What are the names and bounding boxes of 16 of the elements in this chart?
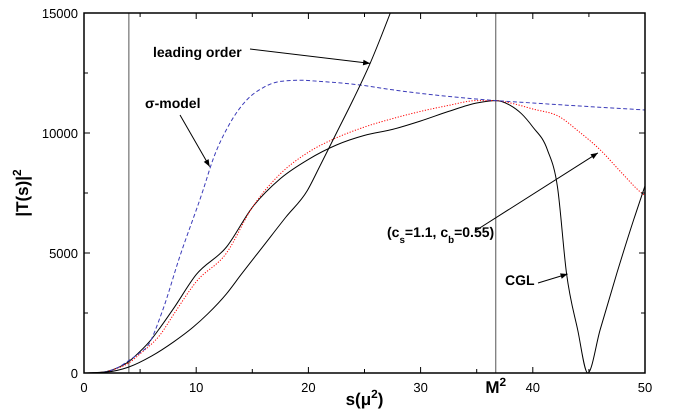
y-tick-label: 10000 [42,126,78,141]
annotation: (c$_{s}$=1.1, c$_{b}$=0.55) [387,224,494,246]
x-tick-label: 50 [638,380,652,395]
y-tick-label: 15000 [42,6,78,21]
y-tick-label: 5000 [49,246,78,261]
x-tick-label: 0 [80,380,88,395]
annotation: leading order [153,44,242,60]
x-tick-label: 10 [188,380,204,395]
x-tick-label: 20 [301,380,316,395]
ref-line-label: M$^{2}$ [485,375,507,397]
x-axis-title: s(μ$^{2}$) [346,387,384,409]
x-tick-label: 30 [413,380,428,395]
annotation: CGL [505,272,535,288]
annotation: σ-model [145,95,200,111]
x-tick-label: 40 [526,380,540,395]
y-tick-label: 0 [70,366,78,381]
